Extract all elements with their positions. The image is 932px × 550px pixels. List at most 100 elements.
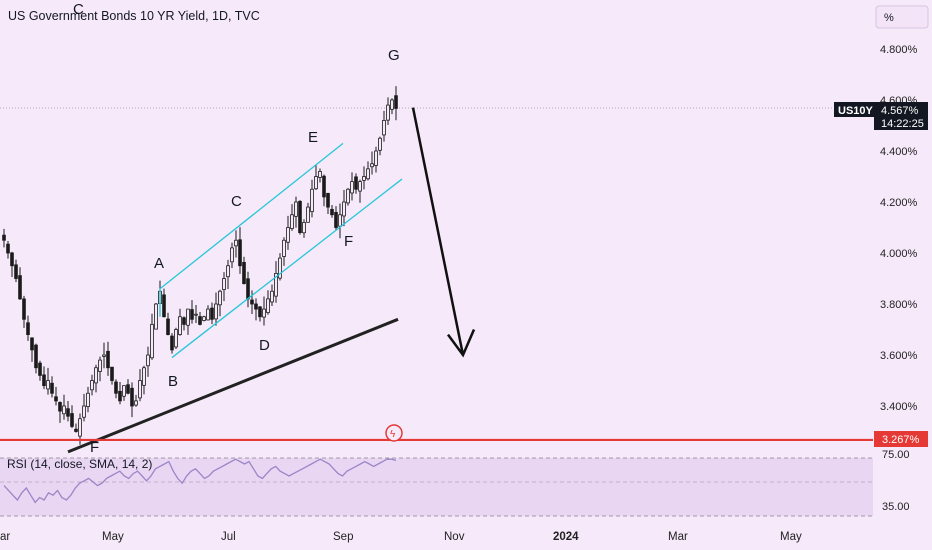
- y-tick-label: 4.800%: [880, 44, 918, 56]
- candle-body: [274, 272, 278, 297]
- candle-body: [154, 303, 158, 330]
- y-tick-label: 3.600%: [880, 350, 918, 362]
- y-tick-label: 3.400%: [880, 401, 918, 413]
- x-tick-label: Nov: [444, 531, 465, 543]
- candle-body: [394, 95, 398, 109]
- y-tick-label: 4.000%: [880, 248, 918, 260]
- candle-body: [306, 206, 310, 223]
- wave-label-a: A: [154, 255, 164, 272]
- candle-body: [22, 298, 26, 320]
- candle-body: [386, 104, 390, 121]
- alert-flash-icon[interactable]: ϟ: [385, 424, 403, 442]
- rsi-upper-label: 75.00: [882, 449, 910, 461]
- candle-body: [14, 264, 18, 279]
- candle-body: [26, 322, 30, 336]
- candle-body: [390, 99, 394, 110]
- candle-body: [98, 359, 102, 372]
- candle-body: [378, 137, 382, 151]
- wave-label-f: F: [344, 233, 353, 250]
- rsi-pane[interactable]: [0, 457, 873, 517]
- y-tick-label: 4.200%: [880, 197, 918, 209]
- candle-body: [342, 201, 346, 217]
- candle-body: [90, 380, 94, 391]
- candle-body: [282, 239, 286, 257]
- candle-body: [58, 402, 62, 412]
- candle-body: [202, 316, 206, 321]
- candle-body: [330, 208, 334, 216]
- x-tick-label: ar: [0, 531, 10, 543]
- candle-body: [270, 290, 274, 303]
- candle-body: [350, 181, 354, 194]
- x-tick-label: May: [780, 531, 802, 543]
- channel-upper-line[interactable]: [159, 142, 344, 290]
- candle-body: [170, 335, 174, 351]
- candle-body: [110, 366, 114, 381]
- candle-body: [334, 211, 338, 228]
- candle-body: [174, 329, 178, 348]
- candle-body: [206, 308, 210, 321]
- candle-body: [106, 350, 110, 369]
- time-axis[interactable]: ar May Jul Sep Nov 2024 Mar May: [0, 531, 802, 543]
- candle-body: [86, 392, 90, 408]
- candle-body: [50, 382, 54, 394]
- candle-body: [42, 374, 46, 387]
- candle-body: [250, 299, 254, 305]
- x-tick-label: Sep: [333, 531, 353, 543]
- candle-body: [2, 234, 6, 241]
- candle-body: [214, 303, 218, 320]
- candle-body: [78, 418, 82, 437]
- candle-body: [102, 354, 106, 357]
- candle-body: [314, 176, 318, 190]
- support-price-box: [874, 431, 928, 447]
- candle-body: [66, 408, 70, 417]
- candle-body: [74, 428, 78, 432]
- rsi-legend: RSI (14, close, SMA, 14, 2): [7, 457, 152, 471]
- candle-body: [10, 252, 14, 267]
- candle-body: [34, 344, 38, 369]
- candle-body: [322, 175, 326, 198]
- rsi-level-labels: 75.00 35.00: [882, 449, 910, 513]
- symbol-tag: [834, 102, 874, 117]
- candle-body: [258, 306, 262, 318]
- support-trendline[interactable]: [67, 317, 399, 454]
- candle-body: [62, 405, 66, 415]
- unit-toggle-label[interactable]: %: [884, 12, 894, 24]
- candle-body: [122, 385, 126, 397]
- candle-body: [346, 188, 350, 204]
- last-price-value: 4.567%: [881, 105, 919, 117]
- candle-body: [182, 317, 186, 325]
- y-tick-label: 3.800%: [880, 299, 918, 311]
- candle-body: [366, 168, 370, 180]
- x-tick-label: Mar: [668, 531, 688, 543]
- candle-body: [230, 247, 234, 263]
- candle-body: [178, 316, 182, 335]
- candle-body: [30, 337, 34, 351]
- candle-body: [290, 214, 294, 229]
- candle-body: [130, 387, 134, 407]
- candle-body: [218, 290, 222, 306]
- unit-toggle-button[interactable]: %: [875, 5, 929, 29]
- candle-body: [118, 390, 122, 402]
- projection-arrow[interactable]: [411, 107, 465, 356]
- rsi-line: [3, 458, 397, 504]
- candle-body: [186, 308, 190, 326]
- x-tick-label: 2024: [553, 531, 579, 543]
- candle-body: [146, 354, 150, 367]
- chart-title: US Government Bonds 10 YR Yield, 1D, TVC: [8, 9, 260, 23]
- candle-body: [198, 316, 202, 325]
- candle-body: [134, 400, 138, 406]
- candle-body: [38, 362, 42, 376]
- wave-label-f: F: [90, 439, 99, 456]
- candle-body: [362, 176, 366, 181]
- countdown-value: 14:22:25: [881, 118, 924, 130]
- price-axis[interactable]: 4.800%4.600%4.400%4.200%4.000%3.800%3.60…: [880, 44, 918, 413]
- candle-body: [358, 181, 362, 192]
- candle-body: [278, 257, 282, 279]
- wave-label-g: G: [388, 47, 400, 64]
- channel-lower-line[interactable]: [171, 178, 403, 359]
- candle-body: [242, 261, 246, 284]
- wave-label-d: D: [259, 337, 270, 354]
- unit-toggle-box[interactable]: [875, 5, 929, 29]
- candle-body: [150, 323, 154, 359]
